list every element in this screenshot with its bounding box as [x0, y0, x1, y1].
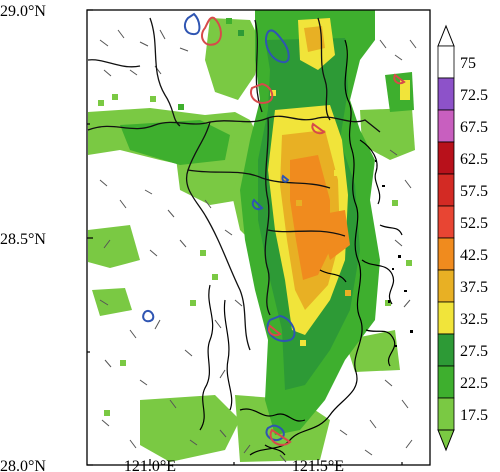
colorbar-segment	[437, 365, 455, 399]
county-border	[264, 117, 271, 316]
echo-core-orange	[290, 155, 330, 280]
lat-label-28-5: 28.5°N	[0, 231, 46, 248]
colorbar-tick-label: 27.5	[460, 343, 488, 360]
colorbar-segment	[437, 333, 455, 367]
echo-core-yellow	[400, 80, 410, 100]
colorbar-tick-label: 42.5	[460, 247, 488, 264]
colorbar-segment	[437, 173, 455, 207]
echo-core-orange	[318, 210, 350, 260]
colorbar-extend-bottom	[437, 429, 455, 452]
echo-area-light	[140, 395, 240, 462]
county-border	[204, 214, 251, 351]
echo-area-light	[88, 225, 140, 268]
admin-borders	[87, 17, 381, 351]
axis-ticks	[87, 9, 403, 466]
colorbar-segment	[437, 109, 455, 143]
colorbar-extend-top	[437, 24, 455, 47]
province-border	[87, 115, 381, 133]
lat-label-28: 28.0°N	[0, 458, 46, 472]
county-border	[187, 169, 331, 189]
coastline	[199, 39, 403, 456]
colorbar-segment	[437, 141, 455, 175]
colorbar-segment	[437, 269, 455, 303]
colorbar-segment	[437, 45, 455, 79]
colorbar-tick-label: 67.5	[460, 119, 488, 136]
colorbar-segment	[437, 237, 455, 271]
lat-label-29: 29.0°N	[0, 3, 46, 20]
colorbar-segment	[437, 397, 455, 431]
echo-band-mid	[120, 120, 230, 165]
county-border	[87, 59, 141, 68]
reflectivity-field	[88, 10, 415, 462]
lon-label-121: 121.0°E	[124, 458, 176, 472]
colorbar-tick-label: 17.5	[460, 407, 488, 424]
wind-barbs	[99, 29, 417, 463]
county-border	[149, 17, 181, 127]
colorbar-tick-label: 52.5	[460, 215, 488, 232]
colorbar-tick-label: 57.5	[460, 183, 488, 200]
red-contours	[201, 16, 406, 446]
colorbar-segment	[437, 205, 455, 239]
colorbar-tick-label: 22.5	[460, 375, 488, 392]
county-border	[317, 17, 331, 121]
colorbar-tick-label: 72.5	[460, 87, 488, 104]
echo-area-light	[92, 288, 132, 316]
county-border	[267, 229, 346, 237]
echo-area-light	[360, 108, 415, 160]
lon-label-121-5: 121.5°E	[292, 458, 344, 472]
colorbar-tick-label: 37.5	[460, 279, 488, 296]
islands	[375, 160, 413, 347]
colorbar-tick-label: 75	[460, 55, 476, 72]
colorbar-segment	[437, 301, 455, 335]
colorbar-tick-label: 32.5	[460, 311, 488, 328]
echo-core-gold	[304, 26, 325, 52]
colorbar-tick-label: 62.5	[460, 151, 488, 168]
colorbar-segment	[437, 77, 455, 111]
colorbar: 75 72.5 67.5 62.5 57.5 52.5 42.5 37.5 32.5 27.5 22…	[437, 24, 488, 452]
